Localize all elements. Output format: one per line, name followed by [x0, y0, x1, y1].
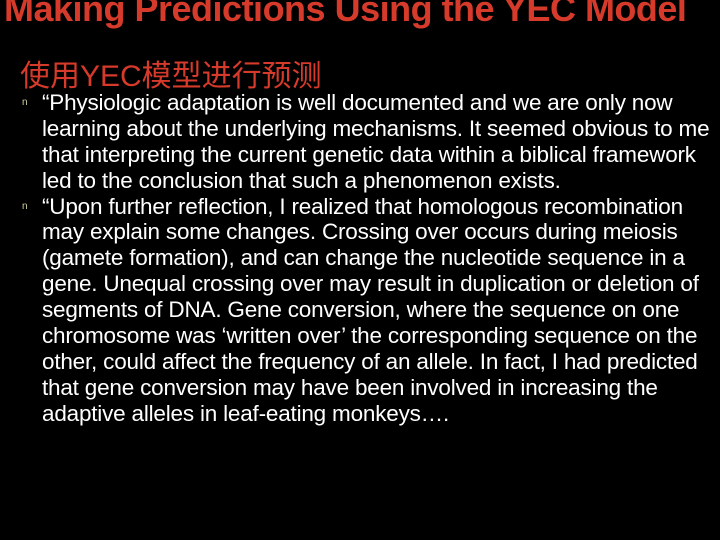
slide-title-zh: 使用YEC模型进行预测: [20, 62, 322, 92]
bullet-mark-icon: n: [20, 90, 42, 116]
slide: Making Predictions Using the YEC Model 使…: [0, 0, 720, 540]
bullet-text: “Upon further reflection, I realized tha…: [42, 194, 712, 427]
bullet-item: n “Upon further reflection, I realized t…: [20, 194, 712, 427]
slide-title-en: Making Predictions Using the YEC Model: [4, 0, 716, 26]
slide-body: n “Physiologic adaptation is well docume…: [20, 90, 712, 426]
bullet-item: n “Physiologic adaptation is well docume…: [20, 90, 712, 194]
bullet-text: “Physiologic adaptation is well document…: [42, 90, 712, 194]
bullet-mark-icon: n: [20, 194, 42, 220]
